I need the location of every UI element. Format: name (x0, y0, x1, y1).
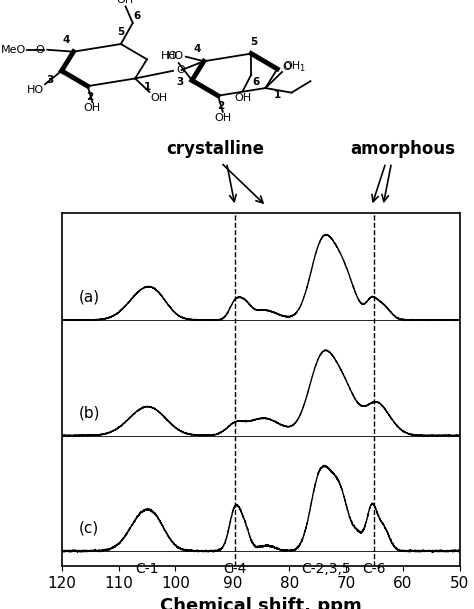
Text: 4: 4 (193, 44, 201, 54)
Text: OH: OH (116, 0, 133, 5)
Text: OH: OH (283, 61, 301, 71)
Text: 6: 6 (252, 77, 259, 86)
Text: C-6: C-6 (363, 562, 386, 576)
Text: 4: 4 (63, 35, 70, 45)
Text: OH: OH (234, 93, 251, 103)
Text: 2: 2 (86, 92, 94, 102)
Text: 1: 1 (144, 82, 151, 93)
Text: HO: HO (27, 85, 44, 96)
Text: C-2,3,5: C-2,3,5 (301, 562, 351, 576)
Text: (a): (a) (79, 290, 100, 304)
Text: HO: HO (161, 51, 178, 62)
Text: 5: 5 (250, 37, 257, 47)
Text: 1: 1 (300, 65, 305, 74)
Text: C-1: C-1 (135, 562, 159, 576)
Text: OH: OH (84, 104, 101, 113)
Text: amorphous: amorphous (350, 141, 456, 158)
Text: C-4: C-4 (223, 562, 247, 576)
Text: crystalline: crystalline (166, 141, 264, 158)
Text: 3: 3 (46, 75, 53, 85)
Text: 5: 5 (117, 27, 125, 37)
Text: 6: 6 (134, 11, 141, 21)
Text: 1: 1 (274, 90, 281, 100)
Text: MeO: MeO (1, 45, 26, 55)
Text: (b): (b) (79, 405, 100, 420)
Text: 2: 2 (217, 102, 224, 111)
Text: OH: OH (150, 93, 167, 103)
Text: 3: 3 (176, 77, 183, 87)
Text: O: O (36, 45, 44, 55)
Text: (c): (c) (79, 521, 99, 535)
Text: OH: OH (214, 113, 231, 123)
X-axis label: Chemical shift, ppm: Chemical shift, ppm (160, 597, 362, 609)
Text: O: O (282, 62, 291, 72)
Text: HO: HO (167, 51, 184, 61)
Text: O: O (177, 65, 185, 75)
